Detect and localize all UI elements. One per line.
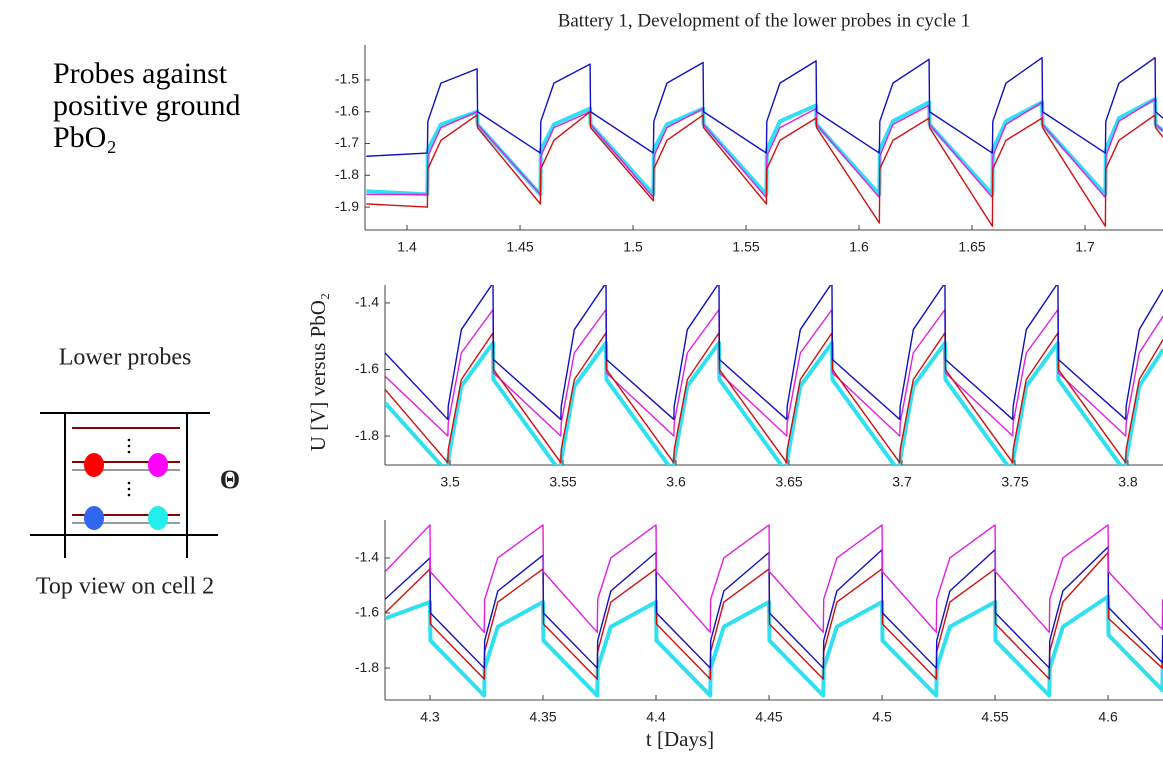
dot: [127, 493, 131, 497]
dot: [127, 438, 131, 442]
x-tick-label: 3.65: [775, 474, 802, 490]
y-tick-label: -1.7: [335, 134, 359, 150]
x-tick-label: 4.55: [981, 709, 1008, 725]
x-tick-label: 4.45: [755, 709, 782, 725]
x-tick-label: 1.65: [958, 239, 985, 255]
plot-lines: [385, 285, 1163, 465]
y-axis-label: U [V] versus PbO₂: [306, 293, 330, 451]
series-line: [385, 332, 1163, 464]
x-tick-label: 1.5: [623, 239, 643, 255]
x-tick-label: 4.35: [529, 709, 556, 725]
x-tick-label: 3.75: [1001, 474, 1028, 490]
probe: [84, 506, 104, 530]
ground-symbol: Θ: [220, 465, 240, 494]
series-line: [385, 594, 1163, 698]
x-tick-label: 4.3: [420, 709, 440, 725]
heading: Probes against positive ground PbO₂: [53, 57, 241, 154]
series-line: [385, 308, 1163, 437]
chart-title: Battery 1, Development of the lower prob…: [558, 10, 971, 31]
series-line: [366, 97, 1163, 197]
y-tick-label: -1.8: [335, 166, 359, 182]
series-line: [366, 111, 1163, 227]
x-tick-label: 1.6: [849, 239, 869, 255]
plot-lines: [366, 57, 1163, 227]
series-line: [385, 524, 1163, 633]
y-tick-label: -1.6: [355, 360, 379, 376]
x-tick-label: 3.5: [440, 474, 460, 490]
x-tick-label: 1.45: [506, 239, 533, 255]
x-tick-label: 3.7: [892, 474, 912, 490]
probe: [148, 506, 168, 530]
caption: Top view on cell 2: [36, 574, 214, 600]
series-line: [385, 546, 1163, 669]
probe: [148, 453, 168, 477]
x-tick-label: 3.55: [549, 474, 576, 490]
y-tick-label: -1.4: [355, 549, 379, 565]
cell-diagram: [30, 412, 218, 558]
y-tick-label: -1.8: [355, 659, 379, 675]
x-tick-label: 1.4: [397, 239, 417, 255]
series-line: [366, 57, 1163, 157]
y-tick-label: -1.6: [335, 102, 359, 118]
y-tick-label: -1.6: [355, 604, 379, 620]
plot-lines: [385, 524, 1163, 698]
diagram-title: Lower probes: [59, 345, 192, 371]
x-tick-label: 3.8: [1118, 474, 1138, 490]
dot: [127, 450, 131, 454]
series-line: [385, 551, 1163, 680]
x-tick-label: 1.55: [732, 239, 759, 255]
y-tick-label: -1.8: [355, 427, 379, 443]
probe: [84, 453, 104, 477]
x-tick-label: 1.7: [1075, 239, 1095, 255]
x-tick-label: 4.6: [1098, 709, 1118, 725]
y-tick-label: -1.4: [355, 294, 379, 310]
dot: [127, 487, 131, 491]
dot: [127, 444, 131, 448]
x-tick-label: 4.4: [646, 709, 666, 725]
dots: [127, 438, 131, 497]
dot: [127, 481, 131, 485]
x-tick-label: 4.5: [872, 709, 892, 725]
x-tick-label: 3.6: [666, 474, 686, 490]
x-axis-label: t [Days]: [646, 727, 714, 751]
series-line: [385, 285, 1163, 421]
y-tick-label: -1.9: [335, 198, 359, 214]
y-tick-label: -1.5: [335, 71, 359, 87]
